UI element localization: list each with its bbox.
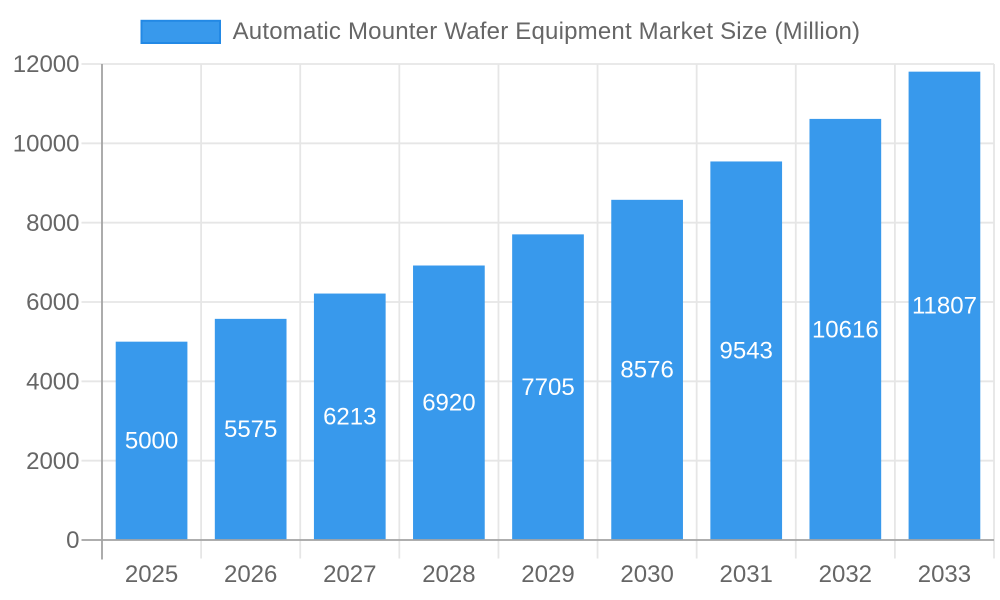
svg-text:2033: 2033 [918, 561, 971, 588]
svg-text:0: 0 [66, 527, 79, 554]
svg-text:2000: 2000 [26, 448, 79, 475]
svg-text:12000: 12000 [13, 51, 80, 78]
svg-text:10616: 10616 [812, 316, 879, 343]
svg-text:8000: 8000 [26, 210, 79, 237]
svg-text:6920: 6920 [422, 390, 475, 417]
svg-text:11807: 11807 [912, 293, 977, 320]
svg-text:9543: 9543 [720, 338, 773, 365]
svg-text:2032: 2032 [819, 561, 872, 588]
svg-text:2025: 2025 [125, 561, 178, 588]
svg-text:10000: 10000 [13, 131, 80, 158]
svg-text:2027: 2027 [323, 561, 376, 588]
svg-text:5000: 5000 [125, 428, 178, 455]
svg-text:5575: 5575 [224, 416, 277, 443]
svg-text:6000: 6000 [26, 289, 79, 316]
svg-text:2030: 2030 [620, 561, 673, 588]
svg-text:2031: 2031 [720, 561, 773, 588]
svg-text:8576: 8576 [620, 357, 673, 384]
svg-text:2026: 2026 [224, 561, 277, 588]
svg-text:6213: 6213 [323, 404, 376, 431]
svg-text:4000: 4000 [26, 369, 79, 396]
svg-text:Automatic Mounter Wafer Equipm: Automatic Mounter Wafer Equipment Market… [233, 18, 861, 45]
svg-text:7705: 7705 [521, 374, 574, 401]
svg-text:2028: 2028 [422, 561, 475, 588]
svg-text:2029: 2029 [521, 561, 574, 588]
